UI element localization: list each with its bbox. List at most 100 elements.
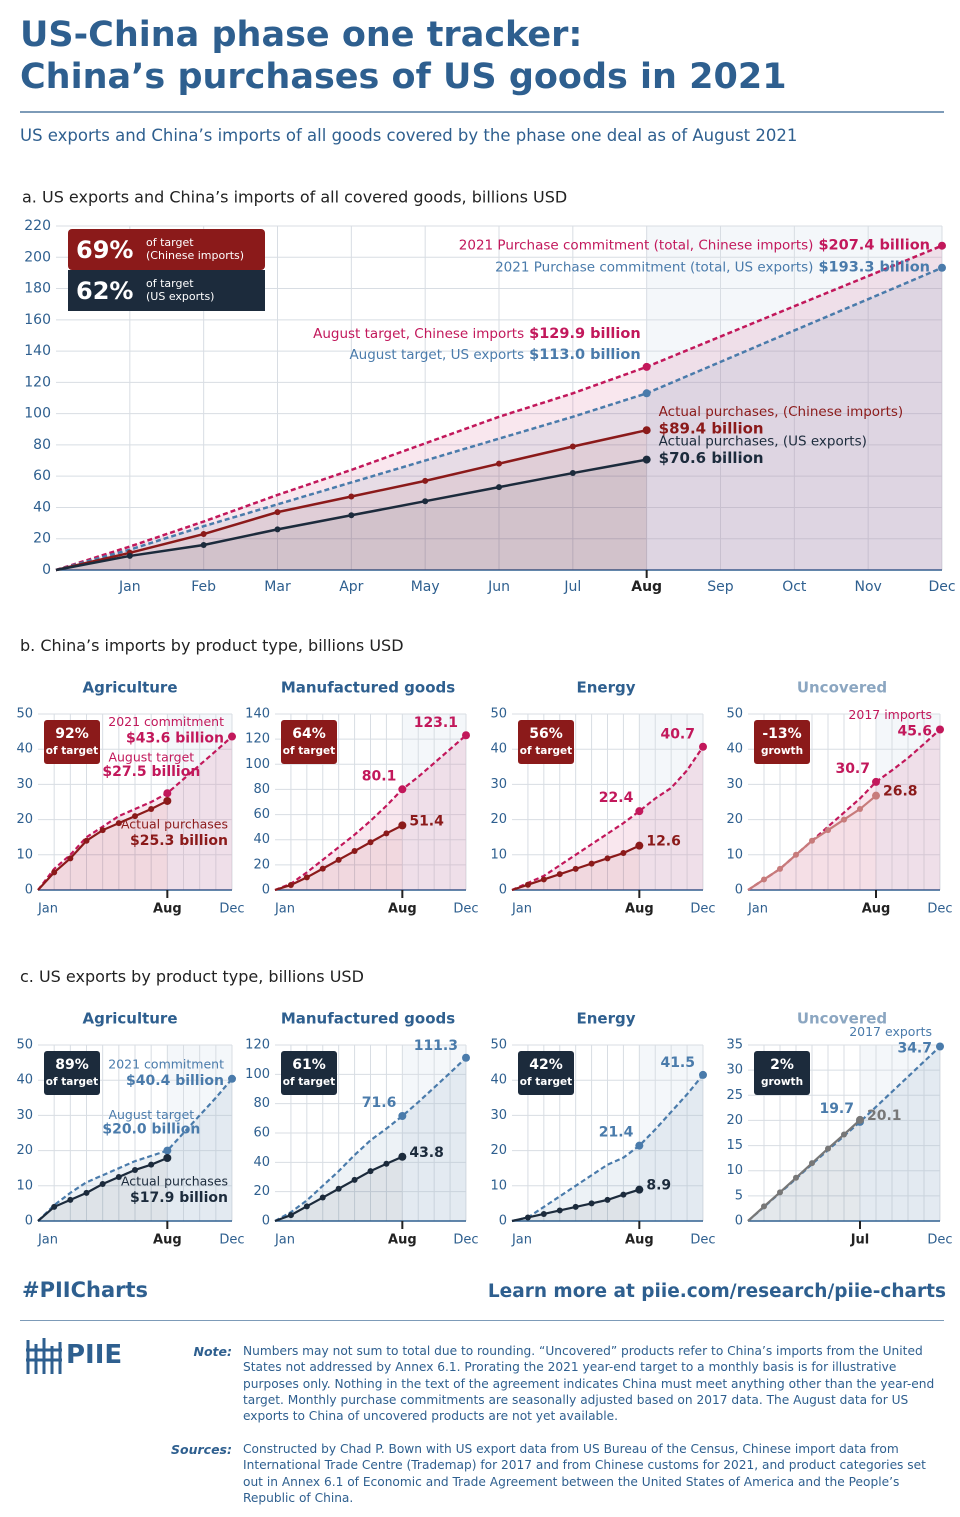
x-tick-label: Aug (631, 579, 662, 595)
badge-text: growth (761, 1076, 803, 1088)
badge-text: of target (146, 236, 194, 249)
value-label: $17.9 billion (130, 1190, 228, 1206)
x-tick-label: Jan (747, 902, 768, 917)
x-tick-label: Dec (690, 1233, 715, 1248)
y-tick-label: 50 (490, 1038, 507, 1053)
y-tick-label: 60 (253, 807, 270, 822)
y-tick-label: 20 (33, 531, 51, 547)
series-name: Actual purchases (121, 816, 228, 831)
point (422, 498, 429, 505)
rule (20, 1320, 944, 1321)
point (115, 1174, 122, 1180)
point (163, 1146, 172, 1155)
x-tick-label: Feb (191, 579, 216, 595)
value-label: August target, Chinese imports $129.9 bil… (313, 326, 641, 342)
x-tick-label: Jul (563, 579, 581, 595)
x-tick-label: Dec (453, 902, 478, 917)
y-tick-label: 40 (726, 742, 743, 757)
value-label: 41.5 (660, 1055, 695, 1071)
value-label: 40.7 (660, 727, 695, 743)
chart-title: Agriculture (82, 679, 177, 697)
shade (402, 714, 466, 890)
y-tick-label: 120 (24, 374, 51, 390)
value-label: 2021 Purchase commitment (total, US expo… (495, 260, 930, 276)
x-tick-label: Jul (850, 1233, 870, 1248)
value-text: $129.9 billion (529, 326, 641, 342)
point (398, 821, 407, 830)
line (747, 1119, 861, 1222)
point (398, 1152, 407, 1161)
value-label: 34.7 (897, 1041, 932, 1057)
y-tick-label: 0 (262, 1214, 270, 1229)
y-tick-label: 50 (726, 707, 743, 722)
line (511, 1074, 704, 1223)
shade (402, 1045, 466, 1221)
x-tick-label: Jan (37, 1233, 58, 1248)
point (540, 876, 547, 883)
value-label: 111.3 (414, 1038, 458, 1054)
point (604, 1196, 611, 1203)
y-tick-label: 120 (245, 1038, 270, 1053)
link[interactable]: Learn more at piie.com/research/piie-cha… (487, 1281, 946, 1302)
x-tick-label: Jan (511, 902, 532, 917)
point (99, 827, 106, 834)
y-tick-label: 140 (24, 343, 51, 359)
point (793, 851, 799, 858)
area (275, 825, 403, 890)
x-tick-label: Aug (153, 1233, 182, 1248)
x-tick-label: May (411, 579, 440, 595)
point (319, 1194, 326, 1201)
y-tick-label: 20 (726, 1113, 743, 1128)
badge-text: growth (761, 745, 803, 757)
area (38, 736, 232, 890)
y-tick-label: 0 (499, 883, 507, 898)
y-tick-label: 0 (499, 1214, 507, 1229)
area (275, 1057, 466, 1221)
value-label: 26.8 (883, 784, 918, 800)
y-tick-label: 30 (16, 777, 33, 792)
x-tick-label: Dec (453, 1233, 478, 1248)
y-tick-label: 30 (726, 777, 743, 792)
chart-title: Manufactured goods (281, 679, 455, 697)
point (642, 426, 651, 435)
y-tick-label: 80 (33, 437, 51, 453)
x-tick-label: Aug (625, 902, 654, 917)
area (748, 795, 876, 890)
badge (754, 1051, 810, 1095)
y-tick-label: 40 (16, 1073, 33, 1088)
series-name: August target (108, 1107, 194, 1122)
y-tick-label: 60 (253, 1126, 270, 1141)
badge-value: 92% (55, 726, 89, 742)
line (274, 1155, 403, 1223)
x-tick-label: Dec (928, 579, 955, 595)
badge (518, 720, 574, 764)
y-tick-label: 20 (16, 812, 33, 827)
chart-title: Uncovered (797, 679, 887, 697)
x-tick-label: Oct (782, 579, 807, 595)
line (274, 734, 467, 892)
point (83, 837, 90, 844)
point (540, 1210, 547, 1217)
point (383, 830, 390, 837)
line (55, 428, 647, 572)
line (511, 844, 640, 892)
y-tick-label: 15 (726, 1138, 743, 1153)
y-tick-label: 20 (490, 812, 507, 827)
x-tick-label: Jan (511, 1233, 532, 1248)
y-tick-label: 30 (490, 777, 507, 792)
y-tick-label: 30 (490, 1108, 507, 1123)
shade (860, 1045, 940, 1221)
shade (167, 1045, 232, 1221)
x-tick-label: Dec (219, 902, 244, 917)
point (642, 362, 651, 371)
point (635, 807, 644, 816)
value-label: $40.4 billion (126, 1073, 224, 1089)
y-tick-label: 40 (490, 742, 507, 757)
badge (754, 720, 810, 764)
x-tick-label: Aug (388, 1233, 417, 1248)
point (825, 1145, 831, 1152)
point (462, 1053, 470, 1062)
shade (646, 226, 942, 570)
value-label: 71.6 (362, 1095, 397, 1111)
y-tick-label: 10 (16, 847, 33, 862)
